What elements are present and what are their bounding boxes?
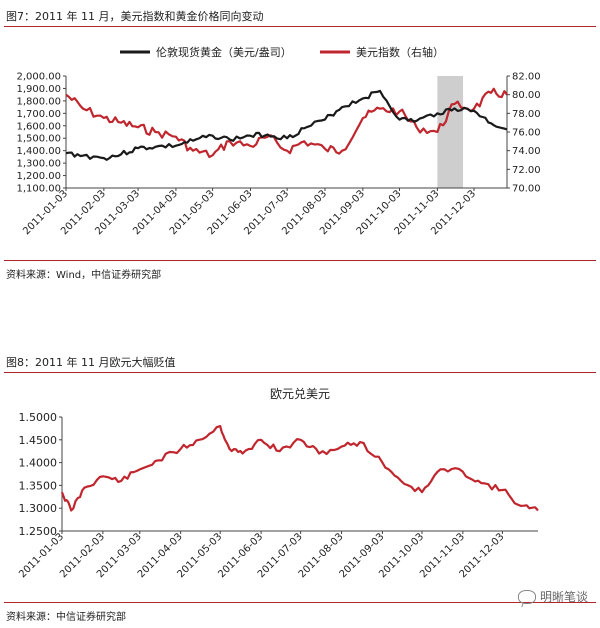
chart2-y-tick-label: 1.5000 [19, 411, 58, 424]
chart1-y-right-tick-label: 80.00 [512, 90, 541, 101]
gold-usd-chart: 1,100.00 1,200.001,300.00 1,400.001,500.00… [16, 45, 541, 237]
legend-gold-label: 伦敦现货黄金（美元/盎司） [156, 45, 292, 59]
shaded-period [437, 76, 464, 188]
figure2-bottom-rule [4, 602, 596, 603]
chart1-y-left-tick-label: 1,100.00 [16, 184, 61, 195]
figure2-source: 资料来源：中信证券研究部 [6, 612, 126, 623]
chart1-y-left-tick-label: 1,700.00 [16, 109, 61, 120]
chart1-y-right-tick-label: 72.00 [512, 165, 541, 176]
figure1-bottom-rule [4, 260, 596, 261]
chart1-y-left-tick-label: 1,800.00 [16, 96, 61, 107]
chart1-y-left-tick-label: 1,300.00 [16, 159, 61, 170]
figure1-source: 资料来源：Wind，中信证券研究部 [6, 270, 162, 281]
gold-price-line [65, 89, 508, 161]
chart1-y-left-tick-label: 1,900.00 [16, 84, 61, 95]
figure1-title: 图7：2011 年 11 月，美元指数和黄金价格同向变动 [6, 10, 264, 23]
chart2-y-tick-label: 1.2500 [19, 525, 58, 538]
figure2-top-rule [4, 372, 596, 373]
chart1-y-left-tick-label: 1,600.00 [16, 121, 61, 132]
figure2-title: 图8：2011 年 11 月欧元大幅贬值 [6, 356, 176, 369]
watermark: 明晰笔谈 [517, 588, 588, 605]
chart1-y-right-tick-label: 76.00 [512, 128, 541, 139]
chart2-y-tick-label: 1.3000 [19, 502, 58, 515]
watermark-text: 明晰笔谈 [539, 590, 588, 604]
chart1-y-right-tick-label: 70.00 [512, 184, 541, 195]
chart1-y-left-tick-label: 2,000.00 [16, 72, 61, 83]
chart1-y-left-tick-label: 1,400.00 [16, 146, 61, 157]
chart1-y-right-tick-label: 78.00 [512, 109, 541, 120]
chart1-y-right-tick-label: 74.00 [512, 146, 541, 157]
eur-usd-chart: 欧元兑美元 1.2500 1.3000 1.3500 1.4000 1.4500 1.500… [17, 387, 539, 580]
chart2-y-tick-label: 1.3500 [19, 479, 58, 492]
chart2-title: 欧元兑美元 [270, 387, 330, 401]
legend-usd-label: 美元指数（右轴） [356, 45, 444, 59]
chart1-y-right-tick-label: 82.00 [512, 72, 541, 83]
chart1-y-left-tick-label: 1,500.00 [16, 134, 61, 145]
chart1-y-left-tick-label: 1,200.00 [16, 171, 61, 182]
eur-usd-line [60, 425, 539, 512]
wechat-icon [517, 589, 536, 604]
figure1-top-rule [4, 26, 596, 27]
chart2-y-tick-label: 1.4000 [19, 457, 58, 470]
chart2-y-tick-label: 1.4500 [19, 434, 58, 447]
usd-index-line [65, 87, 508, 159]
